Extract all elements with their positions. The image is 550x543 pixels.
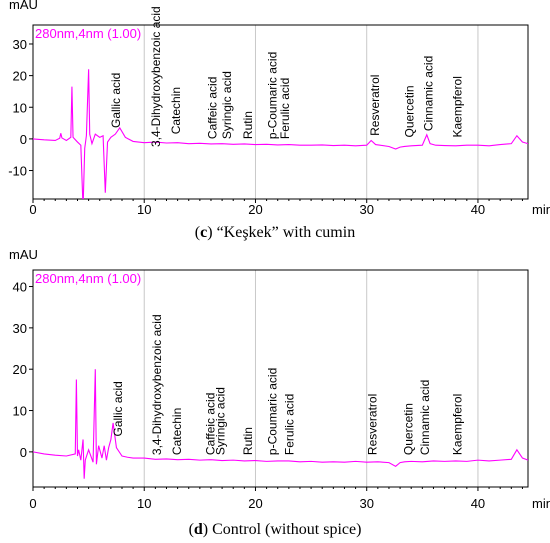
chart-1-y-tick-label: 0 <box>20 445 27 460</box>
chart-0-x-tick-label: 10 <box>137 202 151 217</box>
chart-1-peak-label: Cinnamic acid <box>418 380 432 455</box>
chart-0-peak-label: Resveratrol <box>368 75 382 136</box>
chart-1-x-tick-label: 10 <box>137 496 151 511</box>
chart-0-x-tick-label: 40 <box>471 202 485 217</box>
chart-1-x-tick-label: 20 <box>248 496 262 511</box>
chart-0-peak-label: Catechin <box>169 87 183 134</box>
chart-0-peak-label: 3,4-Dihydroxybenzoic acid <box>149 6 163 147</box>
chart-1-x-tick-label: 30 <box>359 496 373 511</box>
chart-1-x-unit-label: min <box>532 496 550 511</box>
chart-0-x-tick-label: 30 <box>359 202 373 217</box>
chart-0-y-tick-label: 20 <box>13 69 27 84</box>
chart-0-y-tick-label: 10 <box>13 100 27 115</box>
chart-1-y-tick-label: 10 <box>13 404 27 419</box>
chart-0-y-tick-label: 0 <box>20 132 27 147</box>
chart-1-x-tick-label: 40 <box>471 496 485 511</box>
chart-0-peak-label: Syringic acid <box>220 71 234 139</box>
chart-1-peak-label: Gallic acid <box>111 381 125 436</box>
chart-1-peak-label: 3,4-Dihydroxybenzoic acid <box>150 314 164 455</box>
chart-1-y-tick-label: 40 <box>13 280 27 295</box>
chart-1-peak-label: Syringic acid <box>213 387 227 455</box>
chart-0-peak-label: Cinnamic acid <box>421 56 435 131</box>
chart-0-plot-frame <box>32 24 529 200</box>
chart-0-peak-label: Rutin <box>241 111 255 139</box>
chart-1-caption-close: ) <box>203 521 212 538</box>
chart-0-panel: -10 0 10 20 30 0 10 20 30 40 min mAU 280nm,4nm (1.00… <box>8 0 550 241</box>
chart-0-detector-label: 280nm,4nm (1.00) <box>35 26 141 41</box>
chart-1-y-unit-label: mAU <box>9 247 38 262</box>
chart-1-caption-letter: d <box>194 521 203 538</box>
chart-0-peak-label: Ferulic acid <box>278 78 292 139</box>
chart-1-peak-label: Quercetin <box>401 403 415 455</box>
chart-1-peak-label: Kaempferol <box>450 394 464 455</box>
chart-1-peak-label: Resveratrol <box>366 394 380 455</box>
chart-1-peak-label: Rutin <box>241 427 255 455</box>
chart-1-peak-label: p-Coumaric acid <box>266 368 280 455</box>
chart-0-peak-label: Caffeic acid <box>206 77 220 139</box>
chart-0-peak-label: Quercetin <box>402 85 416 137</box>
chart-0-caption: (c) “Keşkek” with cumin <box>195 224 355 241</box>
chart-0-peak-label: Gallic acid <box>109 73 123 128</box>
chart-1-caption-open: ( <box>189 521 194 538</box>
chart-0-y-tick-label: -10 <box>8 164 27 179</box>
chart-1-peak-label: Catechin <box>170 408 184 455</box>
chart-0-x-unit-label: min <box>532 202 550 217</box>
chart-1-x-tick-label: 0 <box>29 496 36 511</box>
chart-0-caption-letter: c <box>200 224 207 241</box>
chart-1-panel: 0 10 20 30 40 0 10 20 30 40 min mAU 280nm,4nm (1.00)… <box>9 247 550 538</box>
chart-1-detector-label: 280nm,4nm (1.00) <box>35 271 141 286</box>
chart-0-caption-close: ) <box>207 224 216 241</box>
chart-0-x-tick-label: 20 <box>248 202 262 217</box>
chart-1-peak-label: Caffeic acid <box>203 393 217 455</box>
chart-1-caption-text: Control (without spice) <box>212 521 361 538</box>
chart-0-peak-label: Kaempferol <box>450 76 464 137</box>
chart-1-peak-label: Ferulic acid <box>282 394 296 455</box>
chart-1-y-tick-label: 30 <box>13 321 27 336</box>
chart-0-caption-text: “Keşkek” with cumin <box>217 224 356 241</box>
chart-0-y-unit-label: mAU <box>9 0 38 12</box>
chart-0-x-tick-label: 0 <box>29 202 36 217</box>
chart-1-series-line <box>33 369 528 479</box>
chart-0-series-line <box>33 69 528 199</box>
chart-0-peak-label: p-Coumaric acid <box>266 52 280 139</box>
chart-1-y-tick-label: 20 <box>13 362 27 377</box>
chart-0-caption-open: ( <box>195 224 200 241</box>
chart-0-y-tick-label: 30 <box>13 37 27 52</box>
chart-1-plot-frame <box>32 269 529 488</box>
chart-1-caption: (d) Control (without spice) <box>189 521 362 538</box>
